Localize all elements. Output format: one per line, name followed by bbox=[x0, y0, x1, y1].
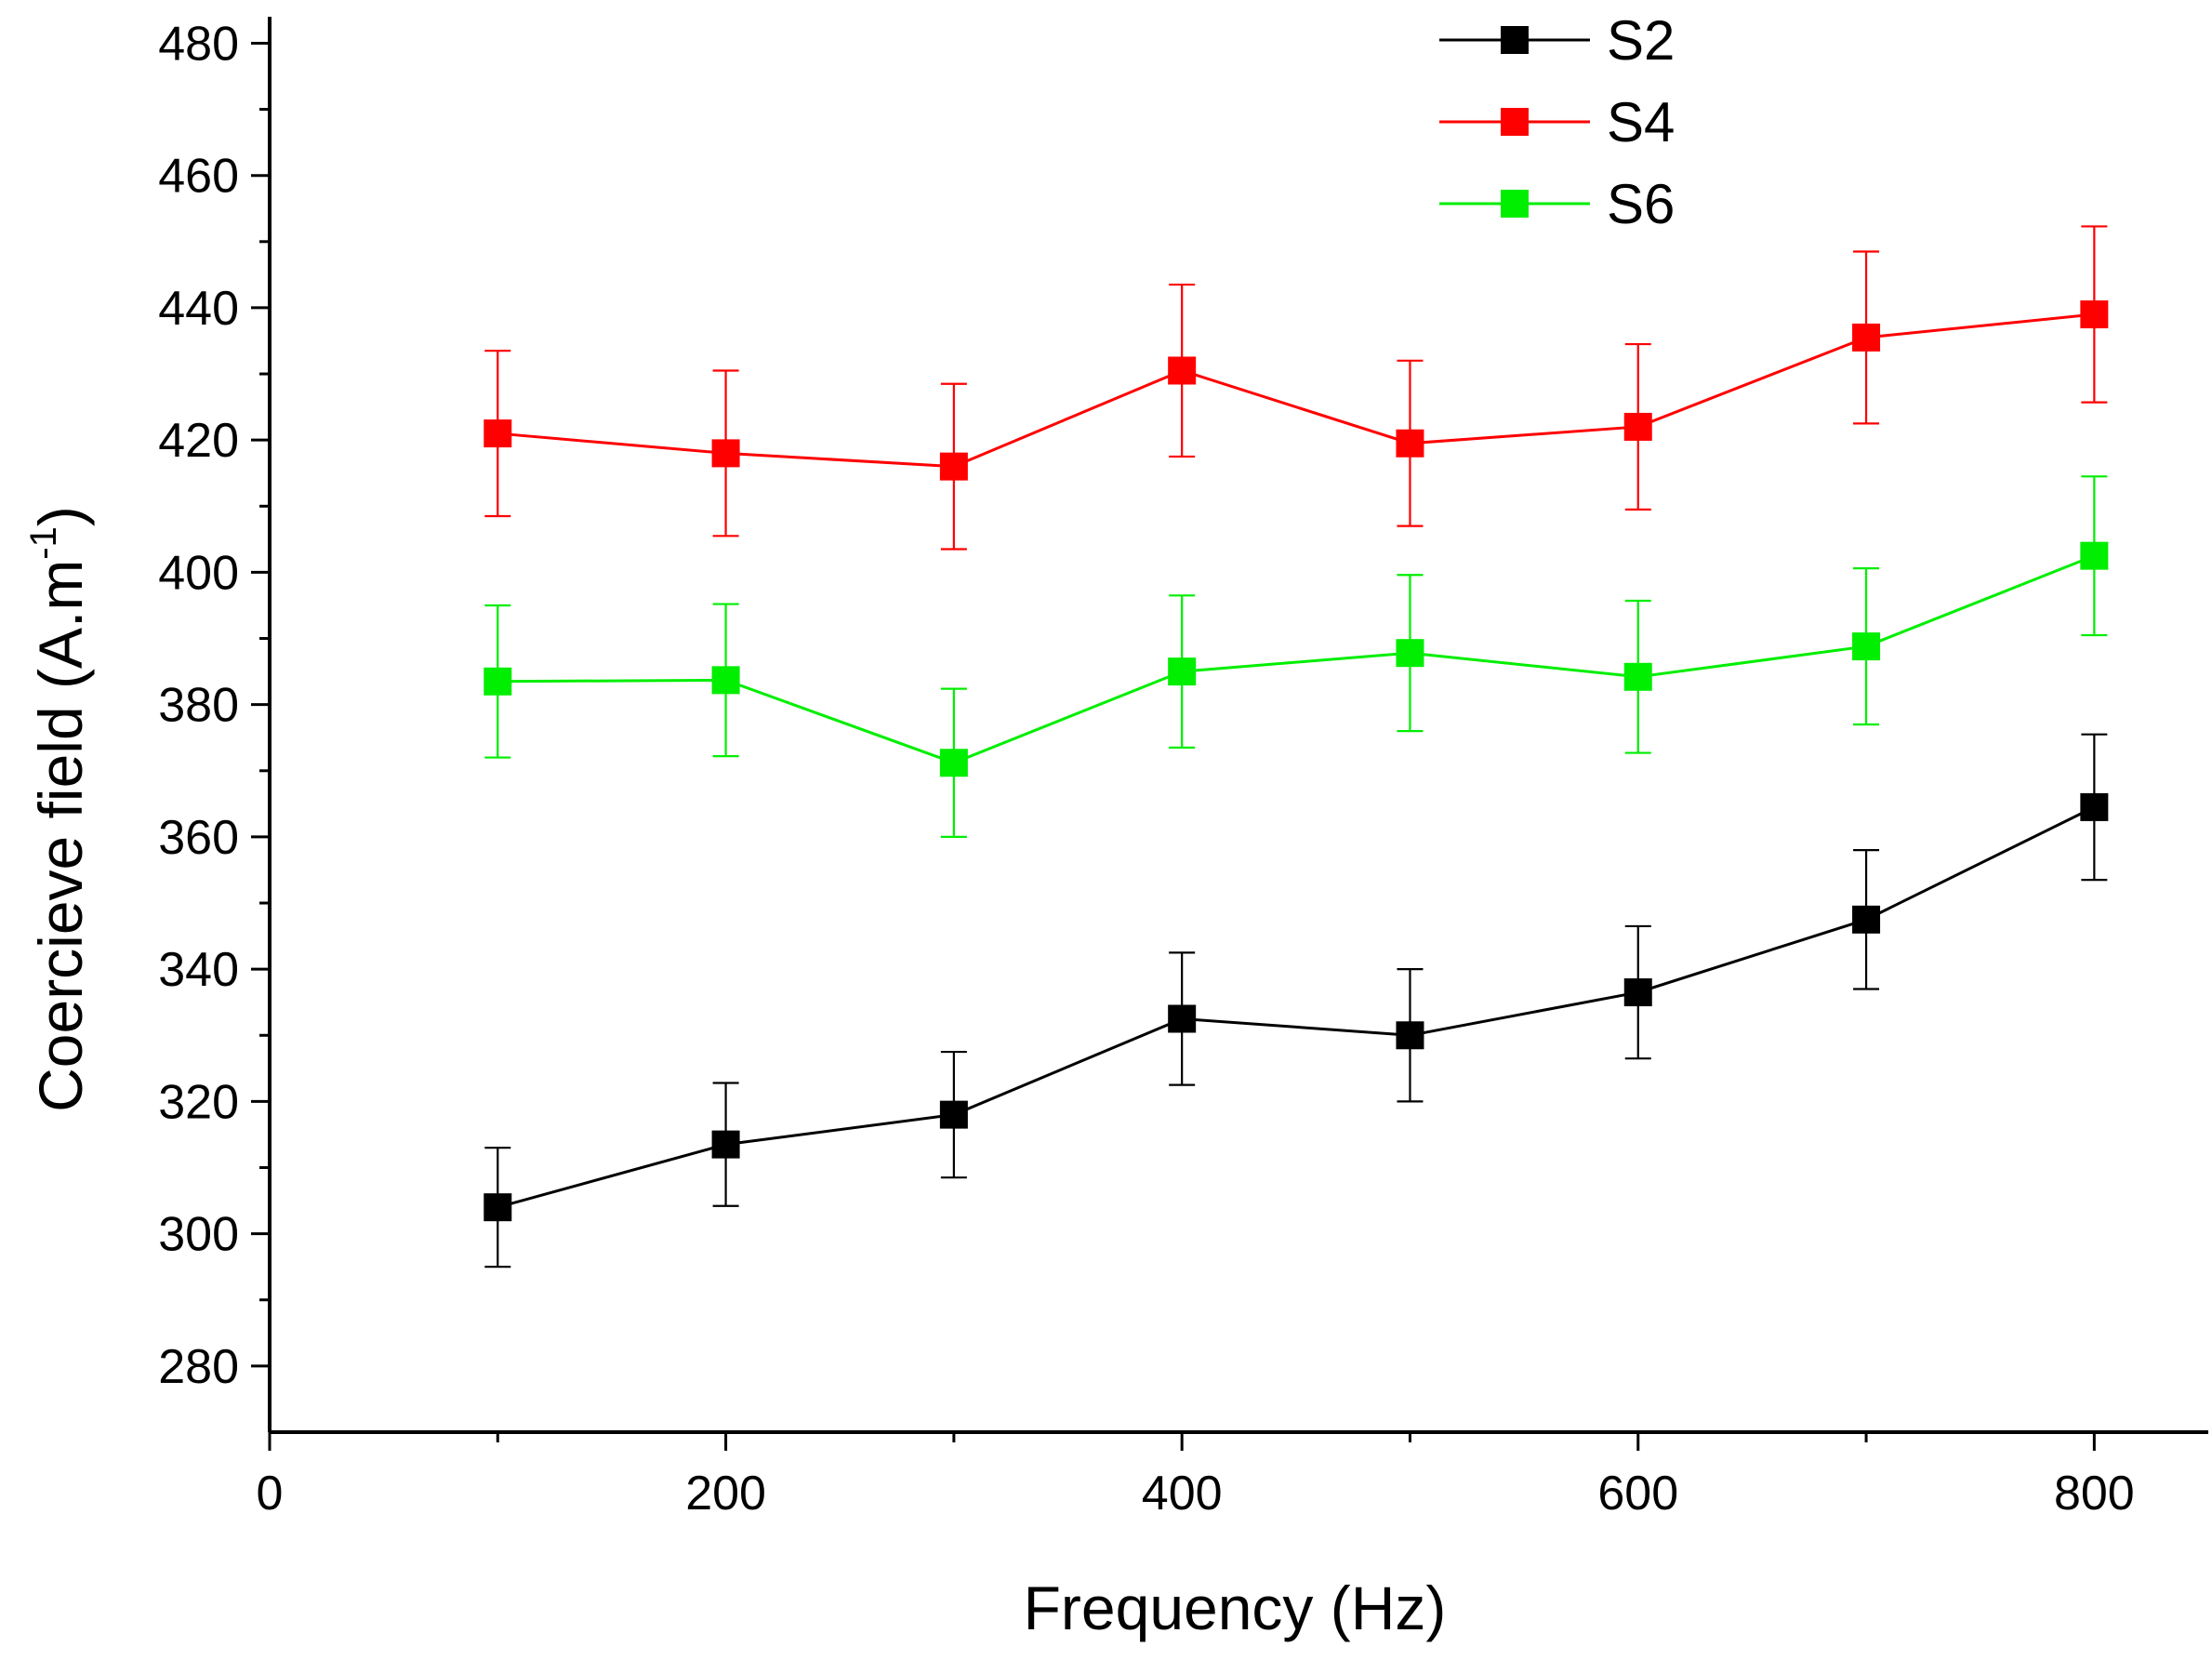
data-point bbox=[711, 1130, 740, 1159]
data-point bbox=[1396, 639, 1424, 668]
data-point bbox=[711, 439, 740, 468]
data-point bbox=[483, 667, 512, 696]
data-point bbox=[1396, 429, 1424, 458]
data-point bbox=[711, 666, 740, 695]
series-line bbox=[497, 554, 2095, 764]
y-axis-title-superscript: -1 bbox=[23, 526, 64, 560]
data-point bbox=[1396, 1021, 1424, 1050]
data-point bbox=[2080, 300, 2109, 329]
data-point bbox=[1168, 356, 1197, 385]
axes: 0 200 400 600 800 280 300 320 340 360 380 400 420 440… bbox=[158, 17, 2208, 1521]
y-tick-label: 480 bbox=[158, 17, 239, 71]
y-tick-label: 460 bbox=[158, 150, 239, 204]
y-axis-title-group: Coercieve field (A.m-1) bbox=[23, 506, 95, 1112]
y-tick-label: 440 bbox=[158, 282, 239, 336]
y-tick-label: 420 bbox=[158, 414, 239, 468]
y-axis-title-close: ) bbox=[26, 506, 95, 526]
data-point bbox=[1623, 978, 1652, 1007]
data-point bbox=[2080, 792, 2109, 821]
series-s6 bbox=[483, 475, 2109, 839]
y-tick-label: 380 bbox=[158, 679, 239, 733]
x-tick-label: 200 bbox=[685, 1467, 766, 1521]
y-tick-label: 400 bbox=[158, 546, 239, 600]
y-axis-title-main: Coercieve field (A.m bbox=[26, 560, 95, 1112]
data-point bbox=[1623, 412, 1652, 441]
legend: S2 S4 S6 bbox=[1439, 9, 1675, 235]
series-s2 bbox=[483, 733, 2109, 1268]
data-point bbox=[939, 1100, 968, 1129]
x-tick-label: 0 bbox=[257, 1467, 284, 1521]
data-point bbox=[939, 749, 968, 777]
series-s4 bbox=[483, 225, 2109, 551]
y-tick-label: 300 bbox=[158, 1208, 239, 1262]
x-tick-label: 600 bbox=[1597, 1467, 1678, 1521]
data-point bbox=[1168, 657, 1197, 686]
y-tick-label: 320 bbox=[158, 1075, 239, 1129]
data-point bbox=[483, 1193, 512, 1222]
legend-label: S2 bbox=[1607, 9, 1675, 72]
data-point bbox=[1852, 905, 1881, 934]
legend-label: S4 bbox=[1607, 91, 1675, 153]
y-axis-title: Coercieve field (A.m-1) bbox=[23, 506, 95, 1112]
y-tick-label: 340 bbox=[158, 943, 239, 997]
data-point bbox=[1852, 632, 1881, 661]
x-tick-label: 800 bbox=[2054, 1467, 2135, 1521]
y-tick-label: 280 bbox=[158, 1340, 239, 1394]
data-point bbox=[939, 452, 968, 481]
series-line bbox=[497, 805, 2096, 1209]
legend-marker bbox=[1501, 108, 1529, 136]
x-axis-title: Frequency (Hz) bbox=[1024, 1574, 1447, 1642]
series-line bbox=[497, 312, 2095, 469]
legend-label: S6 bbox=[1607, 173, 1675, 235]
series-layer bbox=[483, 225, 2109, 1268]
y-tick-label: 360 bbox=[158, 811, 239, 865]
legend-marker bbox=[1501, 190, 1529, 218]
data-point bbox=[2080, 541, 2109, 570]
data-point bbox=[483, 419, 512, 448]
data-point bbox=[1168, 1004, 1197, 1033]
data-point bbox=[1852, 323, 1881, 352]
data-point bbox=[1623, 662, 1652, 691]
legend-marker bbox=[1501, 26, 1529, 54]
x-tick-label: 400 bbox=[1142, 1467, 1223, 1521]
